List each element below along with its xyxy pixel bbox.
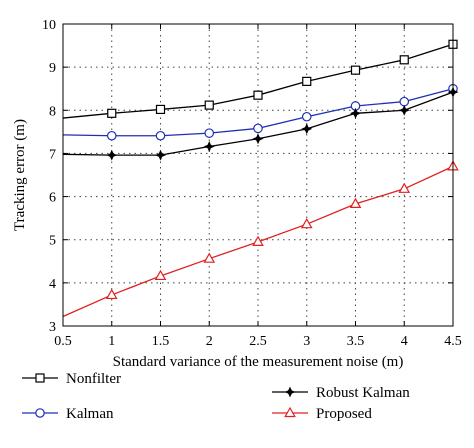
legend-entry: Proposed — [272, 406, 372, 422]
data-point-square — [204, 100, 214, 110]
data-point-star — [106, 149, 118, 161]
legend-label: Robust Kalman — [316, 385, 410, 401]
data-point-square — [302, 76, 312, 86]
y-axis-label: Tracking error (m) — [12, 119, 28, 231]
data-point-star — [301, 123, 313, 135]
series-lines — [62, 39, 459, 318]
data-point-star — [350, 107, 361, 119]
data-point-triangle — [349, 197, 362, 209]
data-point-triangle — [300, 217, 313, 229]
data-point-circle — [35, 408, 45, 418]
data-point-square — [155, 104, 166, 115]
y-tick-label: 9 — [49, 61, 56, 76]
legend-entry: Robust Kalman — [272, 385, 410, 401]
data-point-star — [398, 104, 410, 116]
data-point-square — [399, 55, 409, 65]
y-tick-label: 5 — [49, 234, 56, 249]
data-point-circle — [155, 130, 166, 141]
x-tick-label: 3.5 — [347, 334, 365, 349]
x-axis-label: Standard variance of the measurement noi… — [113, 354, 404, 370]
x-tick-label: 3 — [303, 334, 310, 349]
data-point-square — [253, 90, 263, 100]
x-tick-label: 2.5 — [249, 334, 267, 349]
axis-ticks: 0.5 1 1.5 2 2.5 3 3.5 4 4.5 3 4 5 6 7 8 9 10 — [42, 18, 462, 349]
x-tick-label: 2 — [206, 334, 213, 349]
data-point-star — [284, 386, 296, 398]
y-tick-label: 7 — [49, 147, 56, 162]
data-point-circle — [399, 96, 410, 107]
x-tick-label: 0.5 — [54, 334, 72, 349]
legend: Nonfilter Kalman Robust Kalman Proposed — [22, 371, 410, 422]
data-point-triangle — [154, 269, 167, 281]
data-point-circle — [253, 123, 263, 134]
x-tick-label: 1.5 — [152, 334, 170, 349]
data-point-star — [203, 141, 215, 152]
data-point-square — [35, 373, 45, 383]
y-tick-label: 4 — [49, 277, 56, 292]
y-tick-label: 10 — [42, 18, 56, 33]
legend-label: Kalman — [66, 406, 114, 422]
series-proposed — [62, 160, 459, 318]
data-point-circle — [204, 128, 215, 138]
data-point-circle — [301, 111, 312, 122]
y-tick-label: 8 — [49, 104, 56, 119]
x-tick-label: 4.5 — [444, 334, 462, 349]
data-point-star — [252, 133, 264, 145]
series-nonfilter — [62, 39, 458, 119]
y-tick-label: 3 — [49, 320, 56, 335]
legend-label: Nonfilter — [66, 371, 121, 387]
data-point-circle — [106, 130, 117, 141]
data-point-square — [107, 108, 117, 118]
data-point-triangle — [252, 235, 264, 246]
data-point-star — [155, 149, 166, 161]
data-point-square — [350, 65, 361, 75]
legend-entry: Kalman — [22, 406, 114, 422]
data-point-triangle — [105, 288, 118, 300]
series-robust-kalman — [62, 86, 459, 161]
x-tick-label: 1 — [108, 334, 115, 349]
legend-label: Proposed — [316, 406, 372, 422]
data-point-triangle — [398, 182, 411, 193]
grid — [63, 24, 453, 326]
data-point-triangle — [203, 252, 216, 263]
x-tick-label: 4 — [401, 334, 408, 349]
legend-entry: Nonfilter — [22, 371, 121, 387]
y-tick-label: 6 — [49, 191, 56, 206]
data-point-triangle — [284, 406, 296, 418]
